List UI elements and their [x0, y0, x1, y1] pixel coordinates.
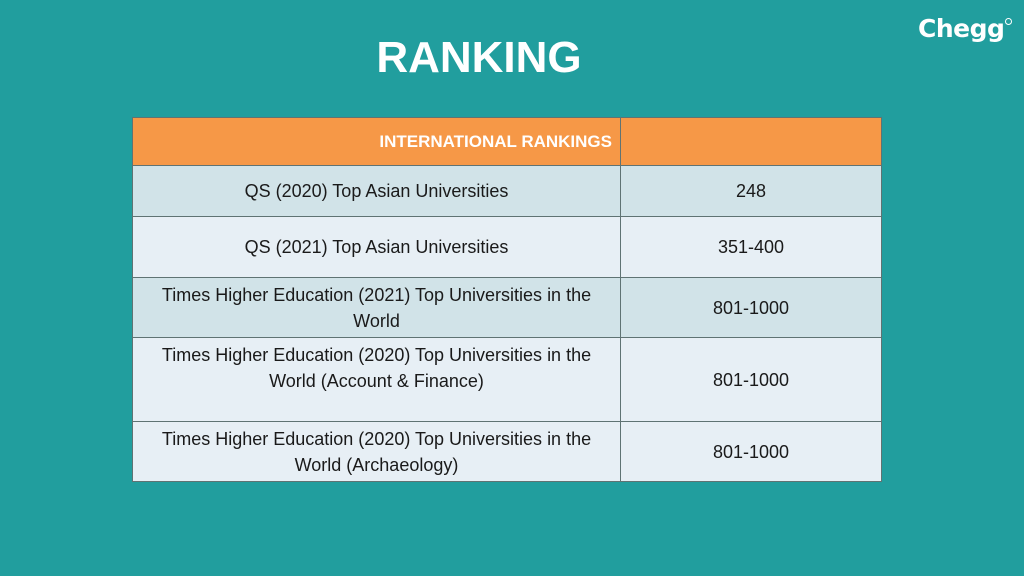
table-row: Times Higher Education (2021) Top Univer… [132, 277, 882, 338]
registered-mark-icon [1005, 18, 1012, 25]
table-row: Times Higher Education (2020) Top Univer… [132, 421, 882, 482]
page-title: RANKING [376, 33, 582, 82]
ranking-name: Times Higher Education (2021) Top Univer… [132, 277, 621, 338]
ranking-name: QS (2020) Top Asian Universities [132, 165, 621, 217]
table-row: Times Higher Education (2020) Top Univer… [132, 337, 882, 422]
chegg-logo: Chegg [918, 14, 1005, 43]
ranking-value: 801-1000 [620, 337, 882, 422]
ranking-name: QS (2021) Top Asian Universities [132, 216, 621, 278]
ranking-name: Times Higher Education (2020) Top Univer… [132, 421, 621, 482]
ranking-value: 351-400 [620, 216, 882, 278]
rankings-table: INTERNATIONAL RANKINGS QS (2020) Top Asi… [132, 117, 882, 482]
table-header-blank [620, 117, 882, 166]
ranking-name: Times Higher Education (2020) Top Univer… [132, 337, 621, 422]
table-row: QS (2021) Top Asian Universities 351-400 [132, 216, 882, 278]
ranking-value: 801-1000 [620, 277, 882, 338]
ranking-value: 801-1000 [620, 421, 882, 482]
table-header-rankings: INTERNATIONAL RANKINGS [132, 117, 621, 166]
table-header-row: INTERNATIONAL RANKINGS [132, 117, 882, 166]
table-row: QS (2020) Top Asian Universities 248 [132, 165, 882, 217]
ranking-value: 248 [620, 165, 882, 217]
